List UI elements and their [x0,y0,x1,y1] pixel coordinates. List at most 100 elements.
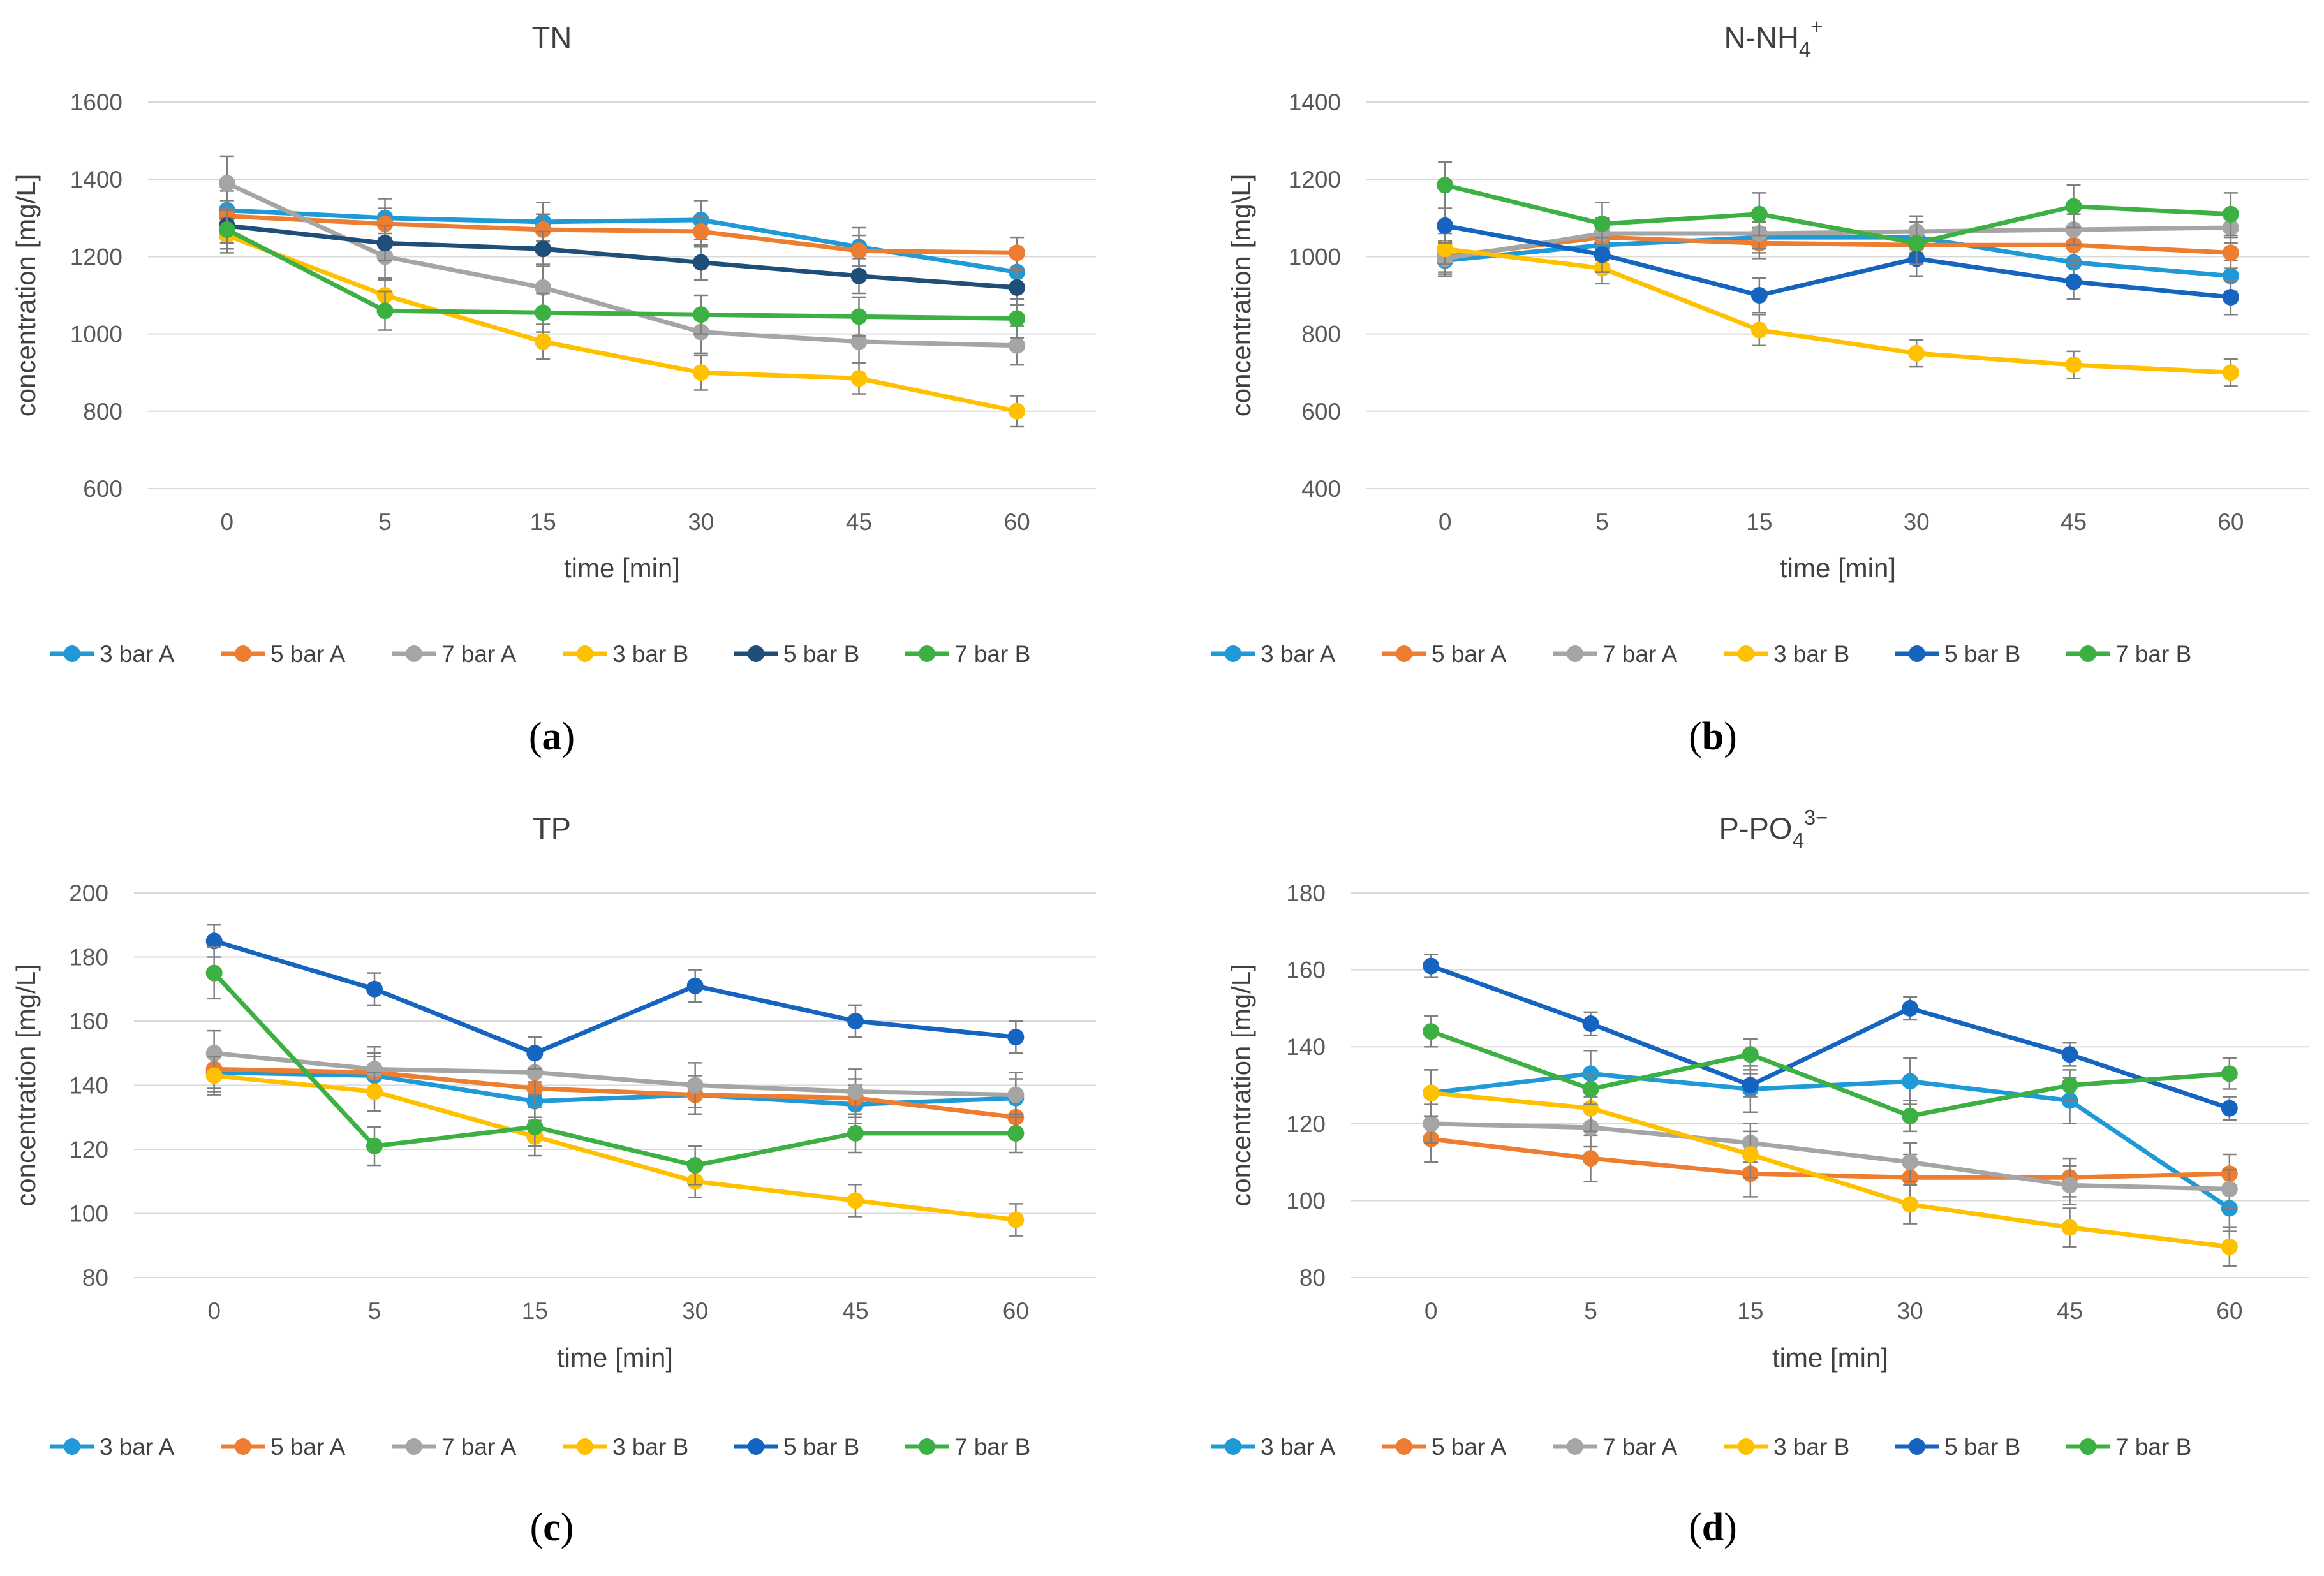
legend-swatch-marker [1225,645,1241,662]
chart-title: P-PO43− [1719,806,1828,852]
data-point [218,221,235,238]
legend-label: 3 bar B [612,641,688,667]
y-axis-label: concentration [mg\L] [1226,174,1256,417]
data-point [1908,235,1925,252]
x-tick-label: 45 [2057,1298,2083,1324]
series-line [1442,235,2233,259]
legend-swatch-marker [1909,1438,1925,1455]
legend-swatch-marker [748,1438,764,1455]
chart-title-main: P-PO [1719,811,1793,845]
data-point [535,279,552,296]
data-point [686,1077,704,1094]
data-point [692,364,709,381]
legend-swatch-marker [919,645,935,662]
data-point [1902,1073,1919,1090]
data-point [205,1067,223,1084]
legend-item: 3 bar A [50,641,175,667]
legend-item: 7 bar B [905,641,1030,667]
data-point [1437,177,1454,194]
y-tick-label: 120 [69,1137,108,1163]
legend-label: 3 bar A [100,1434,175,1460]
legend-item: 7 bar B [2066,641,2191,667]
y-tick-label: 180 [69,945,108,971]
data-point [2221,1065,2238,1082]
data-point [2065,254,2082,271]
legend-item: 7 bar A [1553,1434,1678,1460]
x-tick-label: 60 [1003,1298,1029,1324]
legend-label: 7 bar A [1602,641,1678,667]
legend-swatch-marker [1738,1438,1754,1455]
series-line [1428,1029,2232,1119]
legend-item: 3 bar A [1211,1434,1336,1460]
data-point [1908,344,1925,362]
chart-title-subscript: 4 [1799,38,1810,61]
y-tick-label: 1200 [70,244,122,270]
series-5-bar-b [1423,954,2238,1121]
legend-label: 3 bar A [1261,1434,1336,1460]
legend-item: 7 bar B [2066,1434,2191,1460]
y-tick-label: 800 [1301,321,1341,348]
y-tick-label: 160 [69,1008,108,1035]
legend-swatch-marker [1396,645,1412,662]
chart-title: TP [533,811,571,845]
legend-label: 7 bar B [954,641,1030,667]
legend-label: 7 bar B [954,1434,1030,1460]
x-tick-label: 5 [1584,1298,1597,1324]
x-tick-label: 30 [1897,1298,1923,1324]
data-point [692,254,709,271]
data-point [847,1013,864,1029]
x-tick-label: 30 [1904,509,1930,535]
data-point [535,304,552,321]
data-point [2222,244,2239,261]
series-7-bar-b [218,209,1026,339]
data-point [2221,1181,2238,1198]
legend-label: 7 bar B [2115,641,2191,667]
data-point [1423,1115,1440,1132]
data-point [850,242,868,260]
series-line [1442,182,2233,246]
chart-panel-c: TP 80 100 120 140 160 180 200 0 5 15 30 45 60 time [mi… [11,811,1096,1549]
data-point [1009,310,1026,327]
chart-title-main: N-NH [1724,20,1798,54]
legend-label: 5 bar B [1944,1434,2020,1460]
series-3-bar-b [1423,1069,2238,1267]
data-point [1582,1015,1599,1033]
legend-swatch-marker [235,645,251,662]
y-tick-label: 80 [1299,1265,1326,1291]
y-tick-label: 400 [1301,476,1341,502]
y-tick-label: 100 [1286,1188,1326,1214]
data-point [2221,1100,2238,1117]
data-point [686,977,704,994]
data-point [376,215,394,232]
chart-title: TN [532,20,572,54]
legend-item: 5 bar A [1382,641,1507,667]
legend-item: 5 bar B [734,1434,859,1460]
data-point [205,964,223,982]
data-point [376,302,394,320]
y-tick-label: 600 [83,476,122,502]
series-line [225,180,1019,348]
x-tick-label: 30 [688,509,714,535]
data-point [1902,1196,1919,1213]
x-axis-label: time [min] [1780,553,1896,583]
y-tick-label: 1400 [1289,89,1341,115]
x-tick-label: 60 [2216,1298,2242,1324]
legend-swatch-marker [1396,1438,1412,1455]
data-point [535,221,552,238]
panel-label: (c) [530,1506,574,1549]
data-point [1423,1084,1440,1101]
data-point [1742,1146,1759,1163]
series-line [1442,223,2233,300]
legend-label: 3 bar B [1773,641,1849,667]
y-tick-label: 800 [83,399,122,425]
series-line [1428,1121,2232,1191]
chart-title-superscript: + [1810,15,1823,38]
legend-swatch-marker [577,1438,593,1455]
series-7-bar-b [1423,1015,2238,1133]
data-point [1902,1154,1919,1171]
legend-label: 5 bar A [270,641,346,667]
series-line [1428,964,2232,1111]
legend-item: 3 bar B [1724,641,1849,667]
legend-label: 5 bar B [783,641,859,667]
data-point [2065,198,2082,215]
